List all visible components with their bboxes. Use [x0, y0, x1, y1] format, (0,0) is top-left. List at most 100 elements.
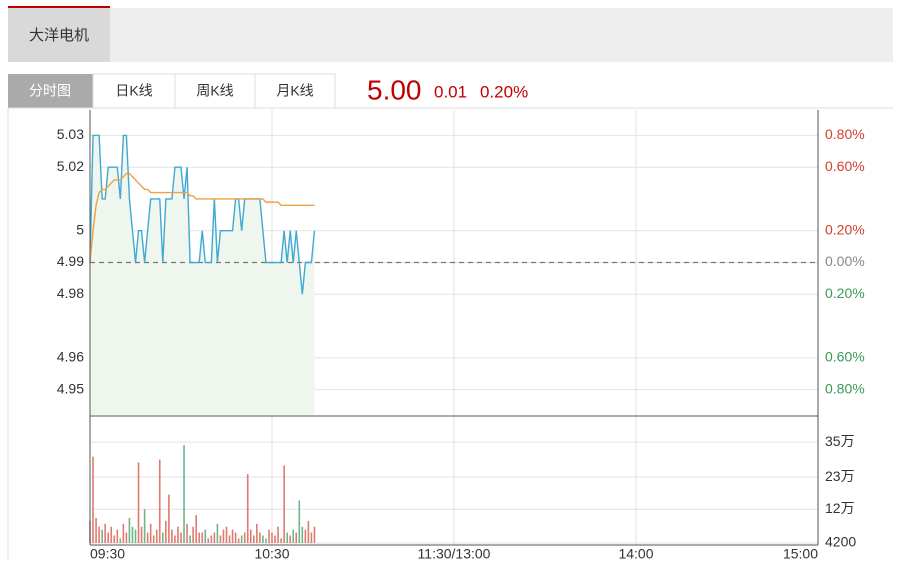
tab[interactable]: 月K线 — [276, 83, 313, 99]
volume-bar — [162, 532, 164, 543]
y2-tick-label: 0.60% — [825, 158, 865, 174]
quote-price: 5.00 — [367, 74, 422, 105]
volume-bar — [192, 526, 194, 543]
volume-bar — [225, 526, 228, 543]
volume-bar — [253, 535, 255, 543]
volume-bar — [246, 474, 249, 543]
volume-bar — [128, 517, 131, 543]
volume-bar — [256, 523, 258, 543]
y-tick-label: 5 — [76, 221, 84, 237]
volume-bar — [201, 532, 204, 543]
volume-bar — [210, 535, 213, 543]
volume-bar — [243, 532, 246, 543]
volume-bar — [283, 465, 285, 543]
y-tick-label: 5.03 — [57, 126, 84, 142]
x-tick-label: 15:00 — [783, 546, 818, 562]
y-tick-label: 23万 — [825, 468, 855, 484]
volume-bar — [174, 535, 176, 543]
tab[interactable]: 日K线 — [115, 83, 152, 99]
volume-bar — [158, 459, 161, 543]
volume-bar — [107, 532, 109, 543]
volume-bar — [280, 538, 282, 543]
tab-bg-active[interactable] — [8, 74, 93, 108]
volume-bar — [310, 532, 313, 543]
volume-bar — [240, 535, 243, 543]
volume-bar — [143, 509, 146, 543]
volume-bar — [186, 523, 188, 543]
x-tick-label: 14:00 — [618, 546, 653, 562]
volume-bar — [168, 494, 170, 543]
y2-tick-label: 0.80% — [825, 380, 865, 396]
y2-tick-label: 0.20% — [825, 285, 865, 301]
y2-tick-label: 0.60% — [825, 349, 865, 365]
volume-bar — [104, 523, 106, 543]
x-tick-label: 10:30 — [254, 546, 289, 562]
volume-bar — [301, 526, 304, 543]
average-line — [89, 172, 315, 263]
y-tick-label: 35万 — [825, 433, 855, 449]
tab[interactable]: 分时图 — [29, 83, 71, 99]
volume-bar — [101, 529, 103, 543]
y-tick-label: 5.02 — [57, 158, 84, 174]
volume-bar — [304, 529, 307, 543]
volume-bar — [286, 532, 288, 543]
volume-bar — [268, 529, 270, 543]
volume-bar — [155, 529, 158, 543]
volume-bar — [149, 523, 152, 543]
stock-tab-bg[interactable] — [8, 8, 110, 62]
volume-bar — [137, 462, 140, 543]
y-tick-label: 4.95 — [57, 380, 84, 396]
volume-bar — [183, 445, 185, 543]
volume-bar — [277, 526, 279, 543]
y-tick-label: 4.98 — [57, 285, 84, 301]
volume-bar — [216, 523, 219, 543]
volume-bar — [134, 529, 137, 543]
price-line — [89, 134, 316, 295]
volume-bar — [222, 529, 225, 543]
volume-bar — [262, 535, 264, 543]
volume-bar — [213, 532, 216, 543]
y-tick-label: 12万 — [825, 500, 855, 516]
volume-bar — [249, 529, 252, 543]
volume-bar — [313, 526, 316, 543]
volume-bar — [195, 515, 197, 543]
volume-bar — [98, 526, 100, 543]
plot: 35万 23万 12万 4200 09:30 10:30 11:30/13:00 14:00 1… — [57, 110, 865, 562]
y2-tick-label: 0.00% — [825, 253, 865, 269]
volume-bar — [180, 532, 182, 543]
volume-bar — [110, 526, 113, 543]
x-tick-label: 09:30 — [90, 546, 125, 562]
y-tick-label: 4.96 — [57, 349, 84, 365]
x-tick-label: 11:30/13:00 — [418, 546, 491, 562]
y2-tick-label: 0.20% — [825, 221, 865, 237]
volume-bar — [271, 532, 273, 543]
volume-bar — [198, 532, 200, 543]
volume-bar — [289, 535, 291, 543]
header-bar — [8, 8, 893, 62]
tab-bg[interactable] — [254, 73, 336, 109]
volume-bar — [292, 529, 295, 543]
volume-bar — [295, 532, 298, 543]
volume-bar — [113, 535, 116, 543]
volume-bar — [189, 535, 191, 543]
volume-bar — [125, 532, 128, 543]
volume-bar — [298, 500, 301, 543]
tab[interactable]: 周K线 — [196, 83, 233, 99]
quote-change: 0.01 — [434, 82, 467, 101]
volume-bar — [307, 520, 310, 543]
volume-bar — [122, 523, 125, 543]
volume-bar — [95, 517, 97, 543]
y2-tick-label: 0.80% — [825, 126, 865, 142]
volume-bar — [228, 535, 231, 543]
volume-bar — [237, 538, 240, 543]
price-area — [90, 135, 315, 415]
volume-bar — [152, 535, 155, 543]
volume-bar — [140, 526, 143, 543]
volume-bar — [92, 456, 94, 543]
y-tick-label: 4.99 — [57, 253, 84, 269]
stock-tab[interactable]: 大洋电机 — [29, 27, 89, 44]
volume-bar — [234, 532, 237, 543]
volume-bar — [259, 532, 261, 543]
